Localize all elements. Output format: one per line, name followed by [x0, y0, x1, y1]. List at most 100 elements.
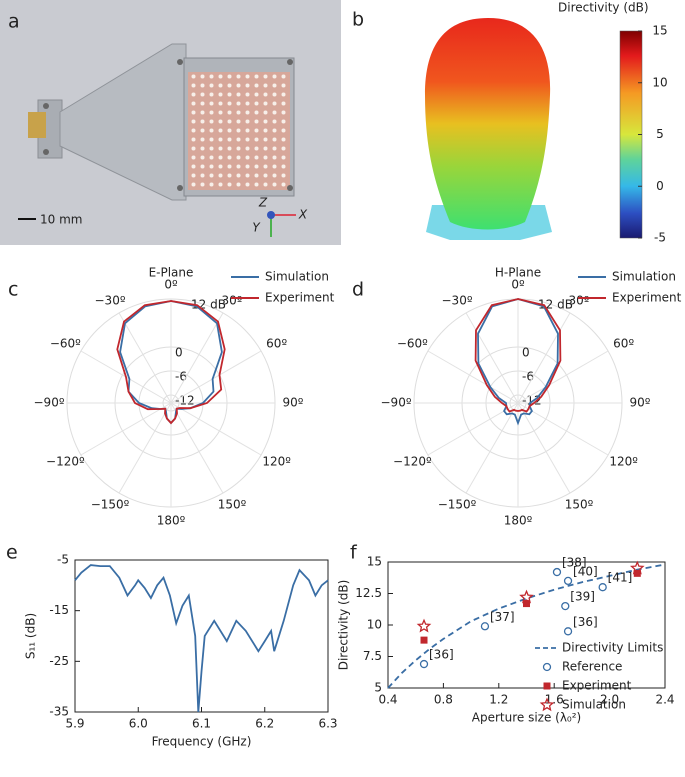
scale-label: 10 mm — [40, 213, 82, 227]
panel-title: E-Plane — [149, 266, 194, 280]
x-tick-label: 0.8 — [434, 693, 453, 707]
y-tick-label: 15 — [367, 555, 382, 569]
pattern-curve — [477, 298, 559, 426]
x-tick-label: 1.2 — [489, 693, 508, 707]
angle-tick-label: 90º — [630, 396, 651, 410]
axis-label: Y — [252, 221, 261, 235]
angle-grid — [465, 312, 519, 404]
x-tick-label: 0.4 — [378, 693, 397, 707]
angle-grid — [427, 350, 519, 404]
marker — [552, 567, 562, 577]
axis-label: Z — [258, 196, 268, 210]
marker — [563, 627, 573, 636]
r-tick-label: -6 — [522, 370, 534, 384]
angle-tick-label: 30º — [222, 293, 243, 307]
legend-swatch — [542, 662, 552, 672]
angle-tick-label: 150º — [218, 498, 247, 512]
panel-letter: c — [8, 279, 18, 301]
angle-grid — [80, 402, 172, 456]
angle-grid — [427, 402, 519, 456]
legend-label: Experiment — [612, 291, 682, 305]
colorbar-tick-label: -5 — [654, 231, 666, 245]
angle-tick-label: 180º — [157, 514, 186, 528]
colorbar-title: Directivity (dB) — [558, 1, 649, 15]
angle-tick-label: −150º — [438, 498, 477, 512]
r-tick-label: 0 — [175, 346, 183, 360]
colorbar-tick-label: 5 — [656, 127, 664, 141]
angle-grid — [517, 350, 609, 404]
photo — [0, 0, 341, 245]
point-label: [40] — [573, 564, 598, 578]
point-label: [41] — [608, 571, 633, 585]
angle-grid — [170, 312, 224, 404]
legend-label: Simulation — [562, 698, 626, 712]
marker — [598, 583, 607, 592]
colorbar-tick-label: 0 — [656, 179, 664, 193]
point-label: [36] — [573, 615, 598, 629]
y-tick-label: -25 — [49, 654, 69, 668]
angle-tick-label: −30º — [442, 293, 473, 307]
x-axis-label: Frequency (GHz) — [152, 735, 252, 749]
x-tick-label: 6.1 — [192, 717, 211, 731]
r-tick-label: 0 — [522, 346, 530, 360]
angle-tick-label: −90º — [381, 396, 412, 410]
x-axis-label: Aperture size (λ₀²) — [472, 711, 582, 725]
marker — [480, 622, 490, 631]
legend-label: Simulation — [265, 270, 329, 284]
angle-tick-label: 150º — [565, 498, 594, 512]
angle-grid — [517, 402, 609, 456]
point-label: [37] — [490, 610, 515, 624]
angle-grid — [170, 402, 224, 494]
angle-tick-label: 120º — [262, 455, 291, 469]
angle-grid — [517, 402, 571, 494]
pattern-curve — [474, 298, 562, 413]
panel-letter: a — [8, 11, 20, 33]
angle-tick-label: 0º — [511, 278, 525, 292]
angle-tick-label: 60º — [613, 337, 634, 351]
angle-grid — [170, 402, 262, 456]
r-tick-label: -6 — [175, 370, 187, 384]
legend-label: Simulation — [612, 270, 676, 284]
panel-letter: f — [350, 542, 358, 564]
legend-swatch — [539, 697, 555, 712]
point-label: [39] — [570, 590, 595, 604]
angle-grid — [170, 350, 262, 404]
axis-label: X — [298, 208, 308, 222]
marker — [629, 560, 645, 575]
line-series — [74, 564, 329, 713]
marker — [519, 589, 534, 604]
x-tick-label: 2.4 — [655, 693, 674, 707]
panel-letter: e — [6, 542, 18, 564]
panel-letter: b — [352, 9, 364, 31]
marker — [563, 576, 573, 586]
x-tick-label: 2.0 — [600, 693, 619, 707]
legend-label: Directivity Limits — [562, 641, 663, 655]
x-tick-label: 6.2 — [255, 717, 274, 731]
angle-tick-label: −60º — [50, 337, 81, 351]
point-label: [38] — [562, 556, 587, 570]
legend-label: Experiment — [265, 291, 335, 305]
marker — [561, 601, 570, 611]
angle-grid — [118, 402, 172, 494]
x-tick-label: 6.0 — [129, 717, 148, 731]
panel-letter: d — [352, 279, 364, 301]
y-tick-label: 5 — [374, 681, 382, 695]
angle-tick-label: −120º — [46, 455, 85, 469]
colorbar-tick-label: 10 — [652, 75, 667, 89]
legend-label: Reference — [562, 660, 622, 674]
marker — [523, 600, 530, 608]
angle-grid — [118, 312, 172, 404]
legend-label: Experiment — [562, 679, 632, 693]
angle-tick-label: 90º — [283, 396, 304, 410]
y-tick-label: -15 — [49, 603, 69, 617]
marker — [416, 618, 432, 633]
marker — [419, 659, 429, 669]
r-tick-label: -12 — [522, 394, 542, 408]
angle-tick-label: −90º — [34, 396, 65, 410]
plot-frame — [74, 559, 329, 713]
angle-tick-label: −150º — [91, 498, 130, 512]
x-tick-label: 5.9 — [65, 717, 84, 731]
panel-title: H-Plane — [495, 266, 541, 280]
angle-tick-label: −30º — [95, 293, 126, 307]
